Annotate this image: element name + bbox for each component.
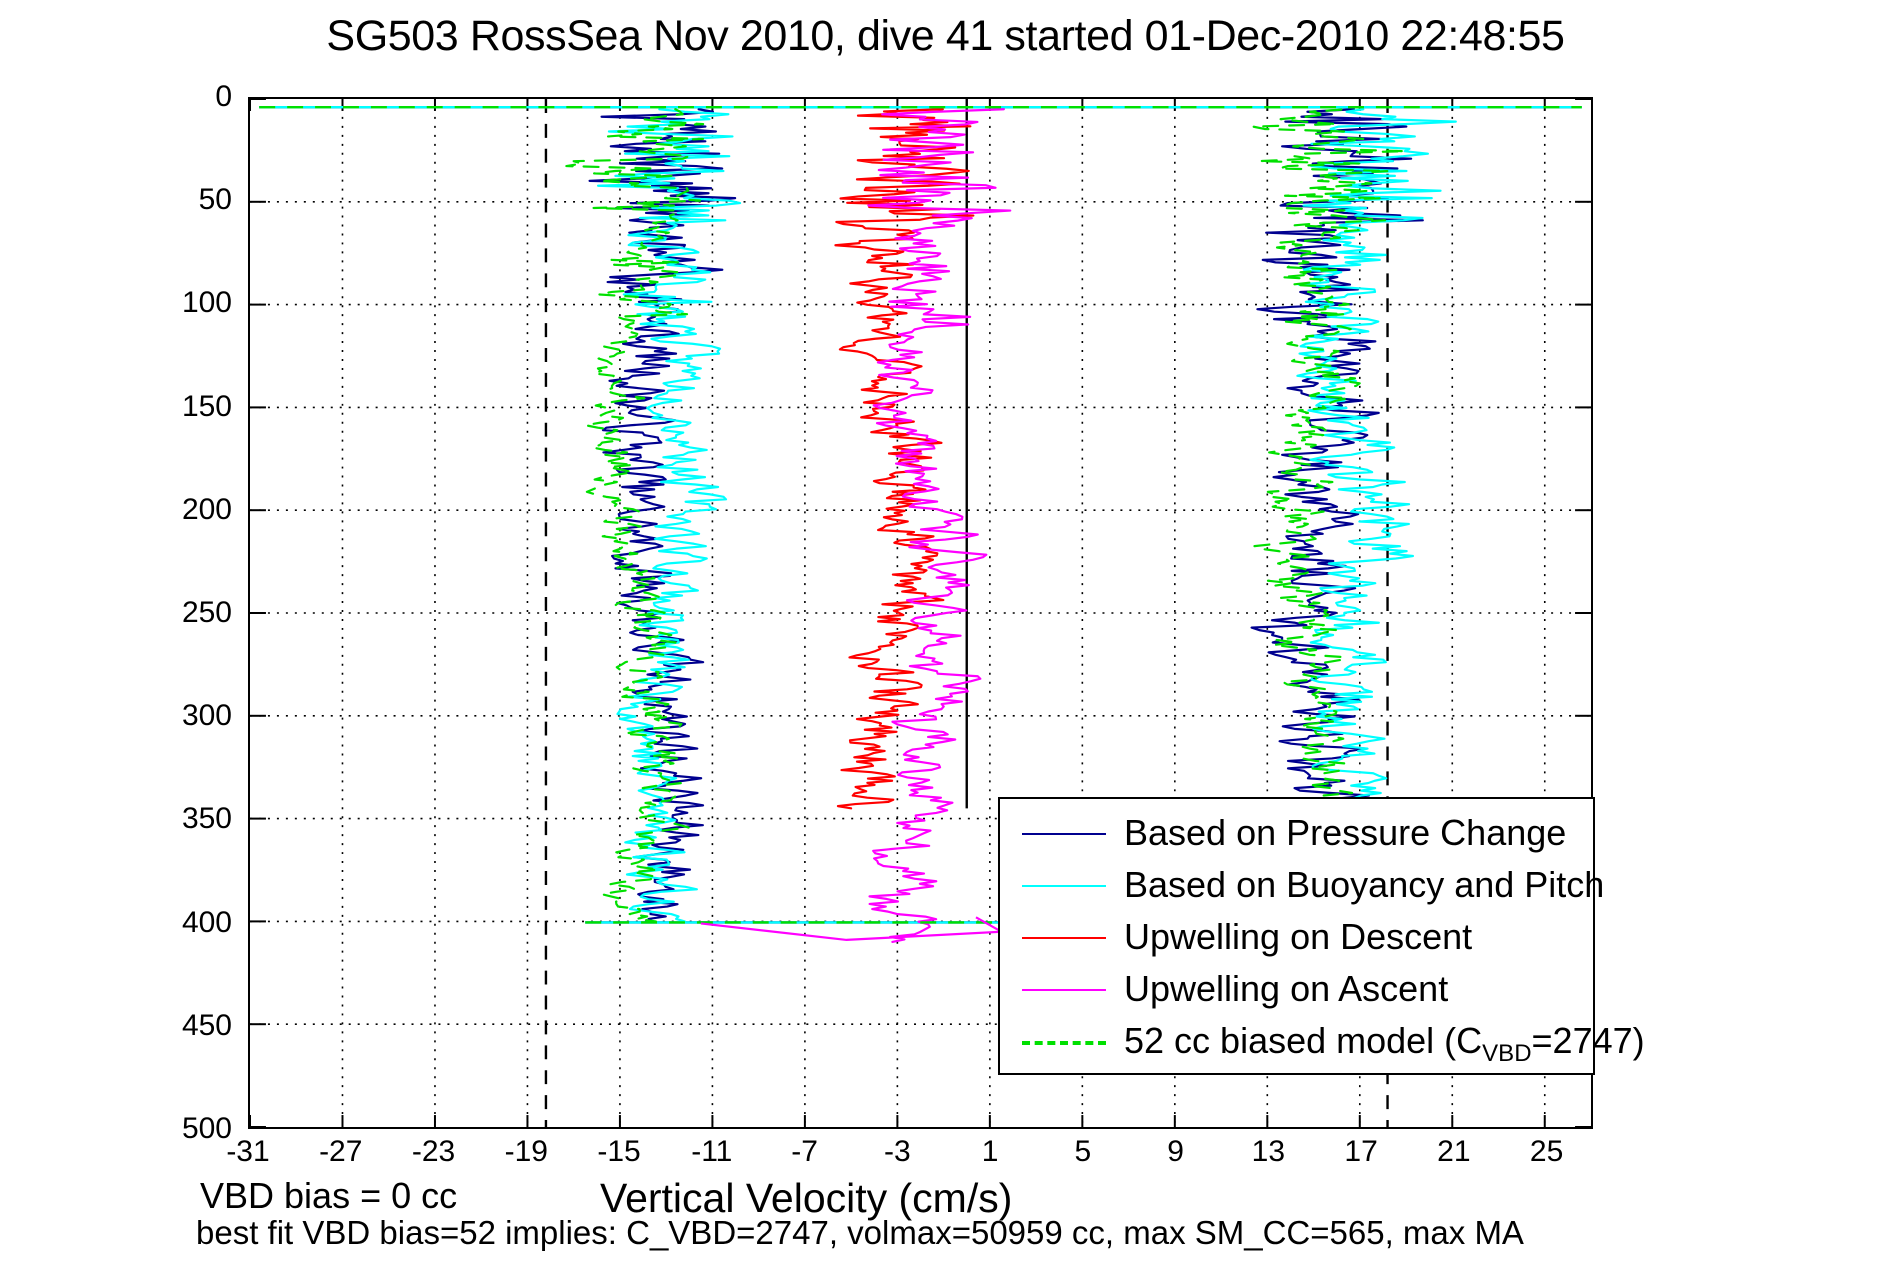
series-line: [867, 108, 1012, 944]
x-tick-label: -3: [883, 1135, 911, 1168]
y-tick-label: 150: [181, 389, 232, 423]
footnote-annotation: best fit VBD bias=52 implies: C_VBD=2747…: [196, 1214, 1524, 1251]
figure-title: SG503 RossSea Nov 2010, dive 41 started …: [326, 12, 1565, 60]
series-line: [1250, 108, 1424, 923]
legend-item[interactable]: Upwelling on Ascent: [1000, 965, 1593, 1015]
legend-item[interactable]: Upwelling on Descent: [1000, 913, 1593, 963]
x-tick-label: 1: [981, 1135, 999, 1168]
series-line: [596, 108, 742, 923]
apogee-connector: [700, 916, 1006, 942]
y-tick-label: 100: [181, 286, 232, 320]
x-tick-label: -27: [319, 1135, 363, 1168]
y-tick-label: 200: [181, 492, 232, 526]
legend-item[interactable]: 52 cc biased model (CVBD=2747): [1000, 1017, 1645, 1067]
x-tick-label: 25: [1529, 1135, 1564, 1168]
legend-item-label: Upwelling on Ascent: [1124, 968, 1449, 1009]
series-line: [1291, 108, 1457, 923]
y-tick-label: 50: [198, 183, 232, 217]
x-tick-label: -19: [504, 1135, 548, 1168]
legend-swatch-line: [1022, 989, 1106, 991]
y-tick-label: 0: [215, 80, 232, 113]
legend-item[interactable]: Based on Buoyancy and Pitch: [1000, 861, 1604, 911]
legend-item-label: 52 cc biased model (CVBD=2747): [1124, 1020, 1645, 1067]
x-tick-label: -7: [791, 1135, 818, 1168]
legend-swatch-line: [1022, 885, 1106, 887]
legend-item-label: Based on Buoyancy and Pitch: [1124, 864, 1605, 905]
y-tick-label: 450: [181, 1008, 232, 1042]
legend-box: Based on Pressure Change Based on Buoyanc…: [998, 797, 1645, 1075]
legend-item-label: Upwelling on Descent: [1124, 916, 1473, 957]
x-tick-label: 5: [1074, 1135, 1092, 1168]
x-tick-label: -23: [411, 1135, 456, 1168]
x-tick-label: -15: [597, 1135, 641, 1168]
legend-swatch-line: [1022, 1041, 1106, 1045]
x-tick-label: -11: [691, 1135, 733, 1168]
legend-swatch-line: [1022, 833, 1106, 835]
legend-item-label: Based on Pressure Change: [1124, 812, 1567, 853]
x-tick-label: 13: [1251, 1135, 1286, 1168]
series-line: [1251, 108, 1407, 923]
vbd-bias-annotation: VBD bias = 0 cc: [200, 1175, 458, 1216]
series-line: [565, 108, 705, 923]
y-tick-label: 250: [181, 596, 232, 629]
x-axis-label: Vertical Velocity (cm/s): [600, 1175, 1013, 1221]
x-tick-label: 21: [1437, 1135, 1471, 1168]
y-tick-label: 400: [181, 905, 232, 939]
x-tick-label: 17: [1344, 1135, 1378, 1168]
y-tick-label: 500: [181, 1112, 232, 1145]
legend-swatch-line: [1022, 937, 1106, 939]
legend-item[interactable]: Based on Pressure Change: [1000, 809, 1593, 859]
x-tick-label: -31: [226, 1135, 270, 1168]
x-tick-label: 9: [1167, 1135, 1184, 1168]
series-line: [588, 108, 737, 923]
y-tick-label: 300: [181, 699, 232, 733]
y-tick-label: 350: [181, 802, 232, 836]
